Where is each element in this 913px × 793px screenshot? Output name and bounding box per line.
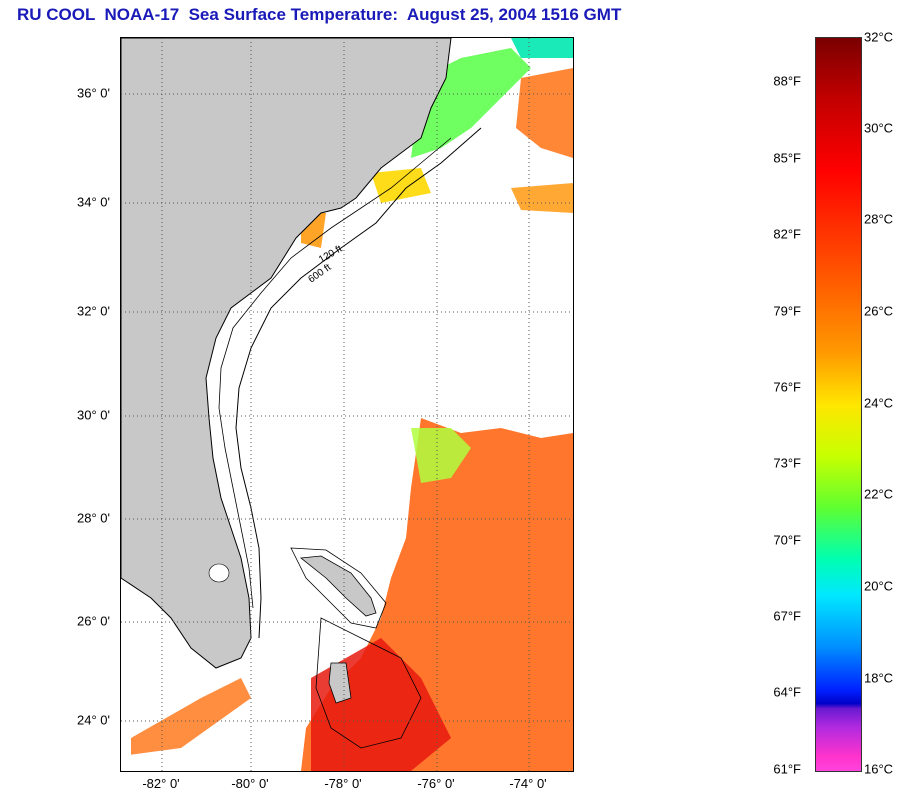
colorbar-label-24c: 24°C xyxy=(864,395,894,411)
temperature-colorbar xyxy=(815,37,862,772)
sst-warm-patch-ne xyxy=(516,68,573,158)
sst-green-patch-bahamas xyxy=(411,428,471,483)
graticule xyxy=(121,38,573,771)
colorbar-label-18c: 18°C xyxy=(864,670,894,686)
contour-600ft xyxy=(235,127,482,639)
contour-label-600ft: 600 ft xyxy=(306,262,333,285)
lon-label-80: -80° 0' xyxy=(231,776,269,791)
colorbar-label-61f: 61°F xyxy=(773,761,801,777)
lon-label-74: -74° 0' xyxy=(509,776,547,791)
sst-warm-patch-mid xyxy=(511,183,573,213)
colorbar-label-30c: 30°C xyxy=(864,120,894,136)
sst-cool-patch-north xyxy=(511,38,573,58)
colorbar-label-32c: 32°C xyxy=(864,29,894,45)
sst-map-canvas: 600 ft 120 ft xyxy=(121,38,573,771)
lat-label-24: 24° 0' xyxy=(77,712,110,728)
colorbar-label-64f: 64°F xyxy=(773,684,801,700)
colorbar-label-22c: 22°C xyxy=(864,486,894,502)
contour-120ft xyxy=(218,137,452,609)
sst-map: 600 ft 120 ft xyxy=(120,37,574,772)
colorbar-label-28c: 28°C xyxy=(864,211,894,227)
lon-label-78: -78° 0' xyxy=(324,776,362,791)
lat-label-32: 32° 0' xyxy=(77,303,110,319)
colorbar-label-82f: 82°F xyxy=(773,226,801,242)
lat-label-28: 28° 0' xyxy=(77,510,110,526)
cuba-edge xyxy=(121,748,271,771)
colorbar-label-26c: 26°C xyxy=(864,303,894,319)
colorbar-label-70f: 70°F xyxy=(773,532,801,548)
colorbar-label-76f: 76°F xyxy=(773,379,801,395)
colorbar-label-85f: 85°F xyxy=(773,150,801,166)
lon-label-82: -82° 0' xyxy=(142,776,180,791)
sst-florida-keys xyxy=(131,678,251,768)
chart-title: RU COOL NOAA-17 Sea Surface Temperature:… xyxy=(17,5,622,24)
contour-bahamas xyxy=(290,547,387,629)
lat-label-30: 30° 0' xyxy=(77,407,110,423)
colorbar-label-79f: 79°F xyxy=(773,303,801,319)
colorbar-label-16c: 16°C xyxy=(864,761,894,777)
colorbar-label-67f: 67°F xyxy=(773,608,801,624)
colorbar-label-88f: 88°F xyxy=(773,73,801,89)
lat-label-26: 26° 0' xyxy=(77,613,110,629)
bahamas-abaco xyxy=(299,555,377,617)
lake-okeechobee xyxy=(208,563,230,583)
lat-label-34: 34° 0' xyxy=(77,194,110,210)
lon-label-76: -76° 0' xyxy=(417,776,455,791)
contour-bahamas-south xyxy=(315,617,422,749)
lat-label-36: 36° 0' xyxy=(77,85,110,101)
colorbar-label-20c: 20°C xyxy=(864,578,894,594)
sst-yellow-patch xyxy=(371,168,431,203)
colorbar-label-73f: 73°F xyxy=(773,455,801,471)
us-mainland xyxy=(121,38,452,669)
